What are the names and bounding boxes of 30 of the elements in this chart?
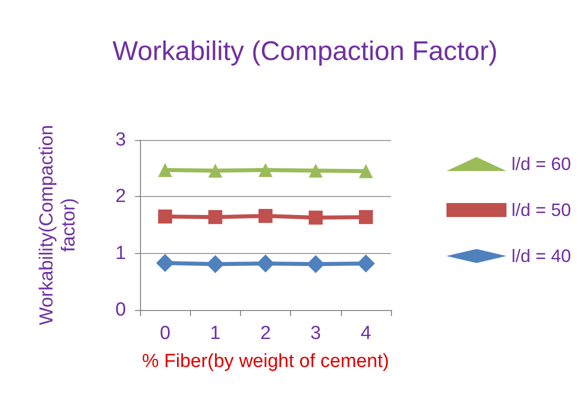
point	[156, 254, 174, 272]
y-tick-label: 1	[115, 242, 126, 264]
legend-label: l/d = 50	[511, 200, 571, 220]
point	[358, 210, 373, 224]
x-tick-label: 1	[210, 323, 221, 344]
x-axis-title: % Fiber(by weight of cement)	[142, 351, 390, 372]
point	[306, 255, 325, 274]
y-tick-label: 3	[115, 130, 126, 150]
point	[356, 254, 375, 273]
point	[308, 164, 323, 178]
x-tick-label: 2	[260, 323, 271, 344]
point	[358, 164, 373, 178]
legend-label: l/d = 40	[511, 246, 571, 266]
point	[258, 163, 272, 178]
point	[158, 163, 172, 178]
point	[208, 210, 222, 224]
point	[206, 255, 224, 274]
x-tick-label: 4	[360, 323, 372, 344]
point	[256, 254, 274, 273]
point	[158, 210, 172, 224]
y-tick-label: 0	[115, 300, 126, 320]
point	[208, 164, 222, 178]
x-tick-label: 0	[160, 323, 170, 344]
chart-title: Workability (Compaction Factor)	[112, 36, 498, 66]
y-axis-title: Workability(Compaction factor)	[36, 124, 80, 326]
x-tick-label: 3	[310, 323, 321, 344]
y-tick-label: 2	[115, 186, 126, 208]
legend-label: l/d = 60	[511, 154, 571, 174]
point	[258, 208, 272, 223]
point	[308, 210, 323, 225]
